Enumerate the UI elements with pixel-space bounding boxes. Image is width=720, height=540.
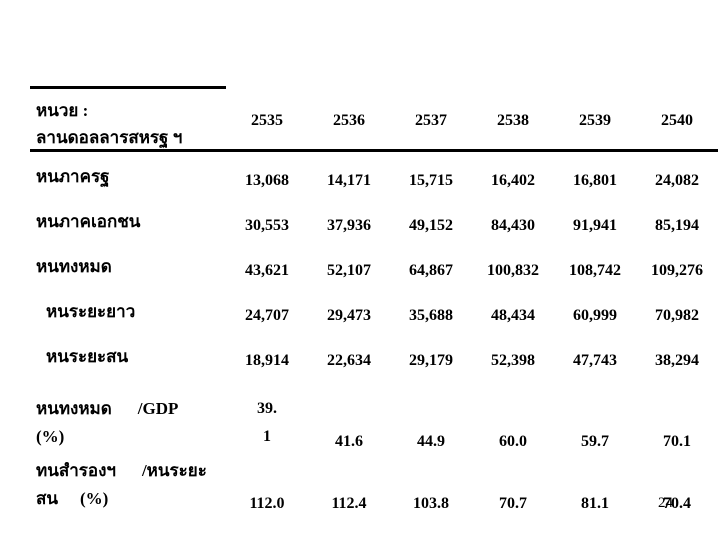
value-cell: 70.4 [663, 495, 691, 512]
table-row-public-debt: หนภาครฐ 13,068 14,171 15,715 16,402 16,8… [30, 152, 718, 197]
value-cell: 59.7 [581, 433, 609, 450]
table-row-long-term-debt: หนระยะยาว 24,707 29,473 35,688 48,434 60… [30, 287, 718, 332]
value-cell: 13,068 [245, 172, 289, 189]
wrapped-value-line2: 1 [263, 428, 271, 445]
value-cell: 70.7 [499, 495, 527, 512]
row-label-part: (%) [80, 489, 109, 508]
row-label: หนทงหมด /GDP (%) [30, 395, 226, 451]
year-header-2536: 2536 [333, 111, 365, 129]
row-label-line2: (%) [36, 427, 65, 446]
value-cell: 22,634 [327, 352, 371, 369]
value-cell: 85,194 [655, 217, 699, 234]
row-label-line1: หนทงหมด /GDP [36, 395, 226, 423]
row-label-line2: สน (%) [36, 485, 226, 513]
value-cell: 48,434 [491, 307, 535, 324]
row-label-part: /หนระยะ [141, 461, 207, 480]
year-header-2537: 2537 [415, 111, 447, 129]
value-cell: 18,914 [245, 352, 289, 369]
year-header-2535: 2535 [251, 111, 283, 129]
row-label: หนภาคเอกชน [36, 212, 141, 231]
value-cell: 70.1 [663, 433, 691, 450]
table-row-private-debt: หนภาคเอกชน 30,553 37,936 49,152 84,430 9… [30, 197, 718, 242]
row-label: หนระยะยาว [46, 302, 136, 321]
value-cell: 52,398 [491, 352, 535, 369]
value-cell: 29,179 [409, 352, 453, 369]
value-cell: 112.4 [331, 495, 367, 512]
value-cell: 60.0 [499, 433, 527, 450]
year-header-2540: 2540 [661, 111, 693, 129]
value-cell: 84,430 [491, 217, 535, 234]
value-cell: 108,742 [569, 262, 621, 279]
row-label: หนภาครฐ [36, 167, 110, 186]
unit-header-cell: หนวย : ลานดอลลารสหรฐ ฯ [30, 86, 226, 151]
value-cell: 64,867 [409, 262, 453, 279]
value-cell: 100,832 [487, 262, 539, 279]
unit-header-line1: หนวย : [36, 101, 89, 120]
unit-header-line2: ลานดอลลารสหรฐ ฯ [36, 128, 183, 147]
row-label-part: หนทงหมด [36, 399, 112, 418]
row-label-line1: ทนสำรองฯ /หนระยะ [36, 457, 226, 485]
row-label: หนระยะสน [46, 347, 129, 366]
value-cell: 44.9 [417, 433, 445, 450]
value-cell: 112.0 [249, 495, 285, 512]
row-label-part: สน [36, 489, 58, 508]
year-header-2538: 2538 [497, 111, 529, 129]
value-cell: 29,473 [327, 307, 371, 324]
row-label-part: ทนสำรองฯ [36, 461, 116, 480]
value-cell: 60,999 [573, 307, 617, 324]
value-cell: 47,743 [573, 352, 617, 369]
value-cell: 24,082 [655, 172, 699, 189]
value-cell: 70,982 [655, 307, 699, 324]
value-cell: 52,107 [327, 262, 371, 279]
table-row-total-debt: หนทงหมด 43,621 52,107 64,867 100,832 108… [30, 242, 718, 287]
value-cell: 16,801 [573, 172, 617, 189]
value-cell: 30,553 [245, 217, 289, 234]
value-cell: 15,715 [409, 172, 453, 189]
row-label: หนทงหมด [36, 257, 112, 276]
row-label: ทนสำรองฯ /หนระยะ สน (%) [30, 457, 226, 513]
value-cell: 38,294 [655, 352, 699, 369]
table-row-debt-to-gdp: หนทงหมด /GDP (%) 39. 1 41.6 44.9 60.0 59… [30, 377, 718, 457]
value-cell: 16,402 [491, 172, 535, 189]
value-cell: 37,936 [327, 217, 371, 234]
value-cell: 49,152 [409, 217, 453, 234]
year-header-2539: 2539 [579, 111, 611, 129]
table-row-reserves-ratio: ทนสำรองฯ /หนระยะ สน (%) 112.0 112.4 103.… [30, 457, 718, 517]
value-cell: 41.6 [335, 433, 363, 450]
table-row-short-term-debt: หนระยะสน 18,914 22,634 29,179 52,398 47,… [30, 332, 718, 377]
value-cell: 109,276 [651, 262, 703, 279]
debt-table: หนวย : ลานดอลลารสหรฐ ฯ 2535 2536 2537 25… [30, 86, 718, 517]
value-cell: 91,941 [573, 217, 617, 234]
value-cell: 24,707 [245, 307, 289, 324]
value-cell-wrapped: 39. 1 [226, 395, 308, 451]
table-header-row: หนวย : ลานดอลลารสหรฐ ฯ 2535 2536 2537 25… [30, 86, 718, 152]
wrapped-value-line1: 39. [257, 400, 277, 417]
value-cell: 81.1 [581, 495, 609, 512]
page-number: 24 [658, 495, 673, 511]
value-cell: 43,621 [245, 262, 289, 279]
row-label-part: /GDP [137, 399, 179, 418]
value-cell: 14,171 [327, 172, 371, 189]
value-cell: 35,688 [409, 307, 453, 324]
value-cell: 103.8 [413, 495, 449, 512]
